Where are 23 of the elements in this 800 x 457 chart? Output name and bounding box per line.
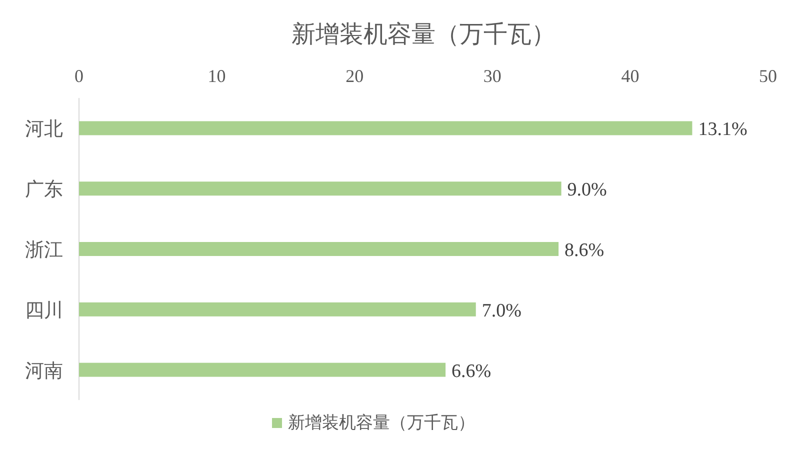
bar: [79, 242, 559, 256]
x-tick-label: 40: [621, 66, 640, 86]
x-tick-label: 50: [759, 66, 777, 86]
annotation: 7.0%: [482, 300, 522, 322]
x-tick-label: 20: [346, 66, 364, 86]
chart-title: 新增装机容量（万千瓦）: [292, 21, 556, 48]
legend-label: 新增装机容量（万千瓦）: [288, 413, 475, 432]
annotation: 9.0%: [567, 180, 608, 201]
bar: [79, 121, 692, 136]
y-tick-label: 河南: [25, 360, 63, 382]
x-tick-label: 0: [74, 66, 84, 86]
bar: [79, 302, 476, 316]
x-tick-label: 30: [483, 66, 502, 86]
y-tick-label: 浙江: [25, 240, 63, 261]
y-tick-label: 四川: [25, 300, 63, 322]
y-tick-label: 河北: [25, 119, 63, 140]
annotation: 6.6%: [452, 360, 492, 382]
annotation: 8.6%: [564, 240, 604, 261]
annotation: 13.1%: [698, 119, 748, 140]
bar: [79, 182, 562, 196]
x-tick-label: 10: [208, 66, 226, 86]
y-tick-label: 广东: [25, 178, 63, 201]
bar: [79, 362, 446, 377]
